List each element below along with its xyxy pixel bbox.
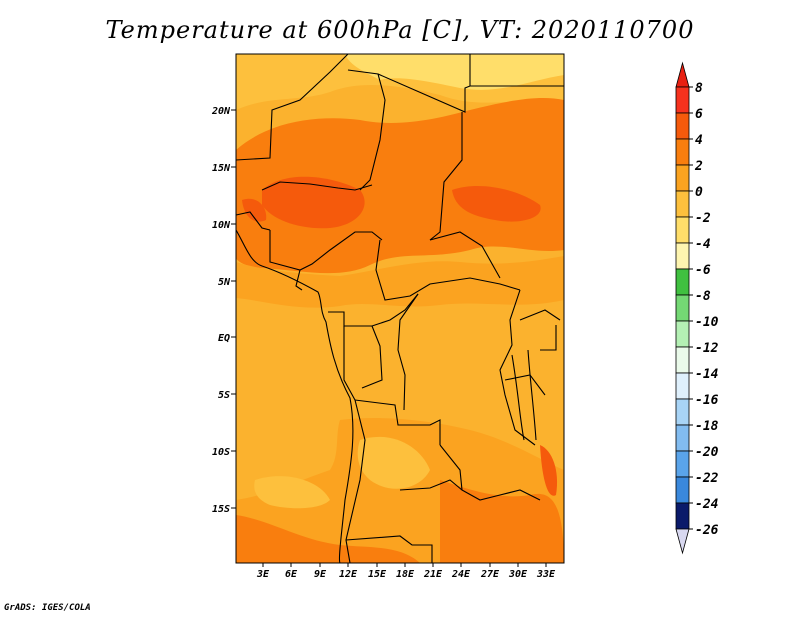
lon-tick-label: 33E [536,569,556,580]
colorbar-label: 2 [694,159,703,174]
colorbar-segment [675,372,690,400]
lon-tick-label: 27E [480,569,500,580]
lat-tick-label: 10S [212,447,230,458]
colorbar-label: 6 [695,107,703,122]
colorbar-segment [675,86,690,114]
lat-tick-label: 20N [211,106,231,117]
colorbar-label: -20 [695,445,719,460]
colorbar-segment [675,346,690,374]
colorbar-segment [675,164,690,192]
colorbar-segment [675,112,690,140]
map-title: Temperature at 600hPa [C], VT: 202011070… [105,16,695,44]
colorbar-segment [675,450,690,478]
colorbar-segment [675,424,690,452]
map-frame [235,53,565,564]
lat-tick-label: 15N [212,163,231,174]
colorbar: 8 6 4 2 0 -2 -4 -6 -8 -10 -12 -14 -16 -18 -20 -22 -24 -26 [675,61,719,555]
coastline [236,229,537,563]
lat-tick-label: EQ [218,333,230,344]
colorbar-segment [675,268,690,296]
lon-tick-label: 21E [423,569,443,580]
colorbar-label: -14 [695,367,719,382]
colorbar-segment [675,190,690,218]
colorbar-segment [675,398,690,426]
lat-tick-label: 15S [212,504,230,515]
colorbar-label: -26 [695,523,719,538]
colorbar-label: 8 [695,81,703,96]
lon-tick-label: 12E [339,569,358,580]
colorbar-label: -12 [695,341,719,356]
colorbar-label: -2 [695,211,711,226]
colorbar-bottom-arrow [675,528,690,555]
colorbar-label: -8 [695,289,711,304]
credit-label: GrADS: IGES/COLA [4,603,91,613]
lat-tick-label: 5N [218,277,231,288]
colorbar-label: -16 [695,393,719,408]
colorbar-label: -10 [695,315,719,330]
colorbar-label: -22 [695,471,719,486]
colorbar-segment [675,294,690,322]
country-boundaries [236,54,564,563]
colorbar-top-arrow [675,61,690,88]
longitude-axis: 3E 6E 9E 12E 15E 18E 21E 24E 27E 30E 33E [256,563,556,580]
lon-tick-label: 30E [508,569,528,580]
colorbar-label: -4 [695,237,711,252]
colorbar-label: -24 [695,497,719,512]
colorbar-segment [675,138,690,166]
colorbar-label: 0 [695,185,703,200]
colorbar-segment [675,216,690,244]
colorbar-segment [675,320,690,348]
lon-tick-label: 15E [368,569,387,580]
lat-tick-label: 10N [212,220,231,231]
lon-tick-label: 24E [451,569,471,580]
colorbar-segment [675,242,690,270]
colorbar-label: -6 [695,263,711,278]
lat-tick-label: 5S [218,390,230,401]
lon-tick-label: 3E [256,569,270,580]
latitude-axis: 20N 15N 10N 5N EQ 5S 10S 15S [211,106,236,515]
colorbar-label: -18 [695,419,719,434]
temperature-field [236,54,564,563]
colorbar-segment [675,502,690,530]
lon-tick-label: 9E [314,569,327,580]
colorbar-label: 4 [695,133,703,148]
lon-tick-label: 18E [396,569,415,580]
lon-tick-label: 6E [285,569,298,580]
colorbar-segment [675,476,690,504]
